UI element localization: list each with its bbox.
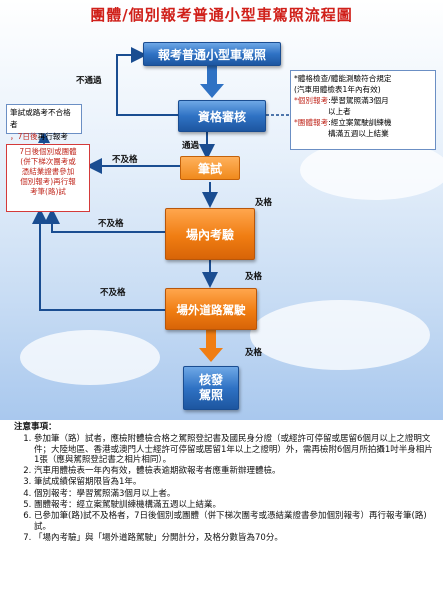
redbox-line4: 個別報考)再行報 <box>20 177 76 186</box>
retest-note-box: 筆試或路考不合格者 ，7日後再行報考 <box>6 104 82 141</box>
req-line3-rest: :學習駕照滿3個月 <box>328 96 389 105</box>
retest-line2-rest: 再行報考 <box>37 132 68 141</box>
label-pass-field: 及格 <box>245 272 263 282</box>
step-apply-label: 報考普通小型車駕照 <box>157 48 266 62</box>
step-qualify-label: 資格審核 <box>197 110 246 124</box>
retest-line2: ，7日後再行報考 <box>10 131 78 143</box>
requirements-box: *體格檢查/體能測驗符合規定 (汽車用體檢表1年內有效) *個別報考:學習駕照滿… <box>290 70 436 150</box>
redbox-line3: 憑結業證書參加 <box>21 167 75 176</box>
flow-connectors <box>32 47 290 362</box>
notes-list: 參加筆（路）試者，應檢附體檢合格之駕照登記書及國民身分證（或經許可停留或居留6個… <box>14 434 434 543</box>
redbox-line2: (併下梯次團考或 <box>20 157 76 166</box>
req-line2: (汽車用體檢表1年內有效) <box>294 85 381 94</box>
label-pass-written: 及格 <box>255 198 273 208</box>
label-pass-qualify: 通過 <box>182 141 200 151</box>
arrow-head <box>200 84 224 98</box>
notes-section: 注意事項： 參加筆（路）試者，應檢附體檢合格之駕照登記書及國民身分證（或經許可停… <box>14 422 434 544</box>
line-fail-field <box>44 208 165 233</box>
notes-item: 已參加筆(路)試不及格者，7日後個別或團體（併下梯次團考或憑結業證書參加個別報考… <box>34 511 434 532</box>
notes-item: 參加筆（路）試者，應檢附體檢合格之駕照登記書及國民身分證（或經許可停留或居留6個… <box>34 434 434 465</box>
arrow-head <box>199 348 223 362</box>
step-field-box: 場內考驗 <box>165 208 255 260</box>
step-issue-line2: 駕照 <box>198 388 223 402</box>
notes-item: 團體報考：經立案駕駛訓練機構滿五週以上結業。 <box>34 500 434 510</box>
step-written-box: 筆試 <box>180 156 240 180</box>
req-line4: 以上者 <box>328 107 351 116</box>
step-issue-line1: 核發 <box>198 373 223 387</box>
step-qualify-box: 資格審核 <box>178 100 266 132</box>
retest-line1: 筆試或路考不合格者 <box>10 108 71 129</box>
notes-heading: 注意事項： <box>14 422 57 432</box>
line-fail-qualify <box>116 47 178 116</box>
req-line3: *個別報考:學習駕照滿3個月 <box>294 95 432 106</box>
label-fail-field: 不及格 <box>98 219 124 229</box>
step-field-label: 場內考驗 <box>185 228 234 242</box>
page-title: 團體/個別報考普通小型車駕照流程圖 <box>90 6 353 24</box>
label-fail-written: 不及格 <box>112 155 138 165</box>
step-issue-box: 核發 駕照 <box>183 366 239 410</box>
step-road-label: 場外道路駕駛 <box>176 303 246 317</box>
req-line3-prefix: *個別報考 <box>294 96 329 105</box>
req-line5: *團體報考:經立案駕駛訓練機 <box>294 117 432 128</box>
label-fail-road: 不及格 <box>100 288 126 298</box>
cloud-decoration <box>250 300 430 370</box>
req-line5-prefix: *團體報考 <box>294 118 329 127</box>
line-fail-road <box>32 208 165 311</box>
retest-line2-red: ，7日後 <box>10 132 38 141</box>
notes-item: 個別報考：學習駕照滿3個月以上者。 <box>34 489 434 499</box>
label-pass-road: 及格 <box>245 348 263 358</box>
redbox-line5: 考筆(路)試 <box>30 187 66 196</box>
cloud-decoration <box>300 140 443 200</box>
label-fail-qualify: 不通過 <box>76 76 102 86</box>
req-line6: 構滿五週以上結業 <box>328 129 389 138</box>
retest-method-box: 7日後個別或團體 (併下梯次團考或 憑結業證書參加 個別報考)再行報 考筆(路)… <box>6 144 90 212</box>
notes-item: 筆試成績保留期限皆為1年。 <box>34 477 434 487</box>
req-line5-rest: :經立案駕駛訓練機 <box>328 118 392 127</box>
redbox-line1: 7日後個別或團體 <box>19 147 77 156</box>
step-road-box: 場外道路駕駛 <box>165 288 257 330</box>
notes-item: 「場內考驗」與「場外道路駕駛」分開計分，及格分數皆為70分。 <box>34 533 434 543</box>
notes-item: 汽車用體檢表一年內有效，體檢表逾期欲報考者應重新辦理體檢。 <box>34 466 434 476</box>
step-apply-box: 報考普通小型車駕照 <box>143 42 281 66</box>
req-line1: *體格檢查/體能測驗符合規定 <box>294 74 392 83</box>
cloud-decoration <box>20 330 160 385</box>
step-written-label: 筆試 <box>197 162 222 176</box>
